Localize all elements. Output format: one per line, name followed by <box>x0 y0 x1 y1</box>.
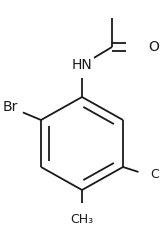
Text: CH₃: CH₃ <box>70 213 94 225</box>
Text: O: O <box>148 40 159 54</box>
Text: HN: HN <box>72 58 92 72</box>
Text: CH₃: CH₃ <box>150 169 160 182</box>
Text: Br: Br <box>2 100 18 114</box>
